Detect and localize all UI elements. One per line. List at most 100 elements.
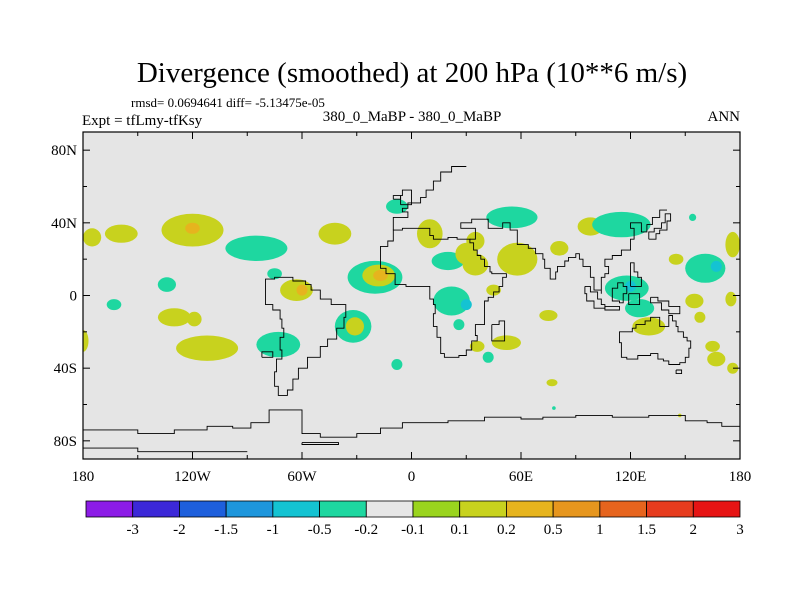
coastline — [630, 262, 642, 287]
colorbar-swatch — [506, 500, 554, 518]
colorbar-label: -2 — [173, 522, 186, 538]
anomaly-region — [707, 351, 726, 367]
coastline — [648, 213, 672, 240]
colorbar-label: 0.1 — [450, 522, 469, 538]
anomaly-region — [552, 406, 556, 410]
coastline — [650, 296, 681, 315]
anomaly-region — [486, 284, 501, 296]
anomaly-region — [83, 228, 102, 247]
coastline — [604, 305, 620, 311]
anomaly-region — [157, 308, 191, 327]
anomaly-region — [469, 340, 485, 352]
comparison-label: 380_0_MaBP - 380_0_MaBP — [323, 109, 502, 125]
y-tick-label: 80S — [54, 434, 77, 450]
anomaly-region — [157, 277, 176, 292]
colorbar-label: 0.5 — [544, 522, 563, 538]
colorbar-swatch — [459, 500, 507, 518]
colorbar-label: -0.2 — [354, 522, 378, 538]
coastline — [83, 447, 248, 453]
anomaly-region — [710, 260, 722, 272]
x-tick-label: 60E — [509, 469, 533, 485]
anomaly-region — [318, 222, 352, 245]
colorbar-label: 1.5 — [637, 522, 656, 538]
coastline-layer — [83, 166, 740, 453]
anomaly-region — [104, 224, 138, 243]
anomaly-region — [550, 241, 569, 256]
anomaly-region — [727, 362, 739, 374]
colorbar-label: -0.5 — [308, 522, 332, 538]
anomaly-region — [106, 299, 122, 311]
anomaly-region — [460, 299, 472, 311]
coastline — [392, 195, 402, 200]
anomaly-layer — [83, 199, 740, 418]
y-tick-label: 0 — [70, 289, 78, 305]
x-tick-label: 120W — [174, 469, 212, 485]
colorbar-label: -3 — [126, 522, 139, 538]
y-tick-label: 40S — [54, 361, 77, 377]
anomaly-region — [539, 310, 558, 321]
coastline — [261, 351, 274, 358]
colorbar-swatch — [132, 500, 180, 518]
coastline — [392, 166, 467, 231]
anomaly-region — [689, 213, 697, 221]
coastline — [611, 282, 628, 304]
colorbar-label: -1.5 — [214, 522, 238, 538]
x-tick-label: 180 — [72, 469, 95, 485]
anomaly-region — [625, 299, 655, 318]
anomaly-region — [592, 211, 651, 238]
anomaly-region — [685, 293, 704, 309]
colorbar-swatch — [692, 500, 741, 518]
colorbar-swatch — [365, 500, 414, 518]
y-tick-label: 40N — [51, 216, 77, 232]
colorbar-label: 3 — [736, 522, 744, 538]
anomaly-region — [725, 291, 737, 307]
anomaly-region — [668, 253, 684, 265]
anomaly-region — [267, 268, 282, 280]
axis-ticks: 180 120W 60W 0 60E 120E 180 80N 40N 0 40S 80S — [51, 132, 751, 485]
anomaly-region — [391, 359, 403, 370]
colorbar-label: 0.2 — [497, 522, 516, 538]
colorbar-label: 1 — [596, 522, 604, 538]
colorbar-label: -0.1 — [401, 522, 425, 538]
coastline — [628, 293, 641, 306]
coastline — [675, 369, 683, 375]
anomaly-region — [705, 340, 720, 352]
anomaly-region — [256, 331, 301, 358]
coastline — [301, 442, 339, 445]
anomaly-region — [225, 235, 288, 261]
anomaly-region — [187, 311, 202, 327]
colorbar-swatch — [319, 500, 367, 518]
anomaly-region — [486, 206, 538, 229]
period-label: ANN — [708, 109, 741, 125]
y-tick-label: 80N — [51, 143, 77, 159]
colorbar-swatch — [179, 500, 227, 518]
anomaly-region — [296, 284, 308, 296]
x-tick-label: 120E — [615, 469, 647, 485]
colorbar: -3 -2 -1.5 -1 -0.5 -0.2 -0.1 0.1 0.2 0.5 1 1.5 2 3 — [85, 500, 744, 538]
anomaly-region — [176, 335, 239, 361]
chart-title: Divergence (smoothed) at 200 hPa (10**6 … — [137, 57, 687, 89]
colorbar-label: -1 — [267, 522, 280, 538]
coastline — [83, 409, 740, 438]
colorbar-swatch — [225, 500, 274, 518]
anomaly-region — [185, 222, 200, 234]
colorbar-swatch — [552, 500, 601, 518]
coastline — [491, 320, 506, 342]
anomaly-region — [694, 311, 706, 323]
coastline — [619, 315, 692, 365]
colorbar-swatch — [85, 500, 134, 518]
coastline — [584, 285, 606, 309]
anomaly-region — [373, 270, 388, 281]
colorbar-swatch — [272, 500, 320, 518]
x-tick-label: 0 — [408, 469, 416, 485]
anomaly-region — [345, 317, 364, 336]
x-tick-label: 180 — [729, 469, 752, 485]
anomaly-region — [83, 330, 89, 352]
colorbar-swatch — [599, 500, 647, 518]
anomaly-region — [433, 286, 470, 316]
anomaly-region — [491, 335, 521, 351]
anomaly-region — [453, 319, 465, 331]
anomaly-region — [546, 379, 558, 387]
anomaly-region — [632, 317, 666, 336]
